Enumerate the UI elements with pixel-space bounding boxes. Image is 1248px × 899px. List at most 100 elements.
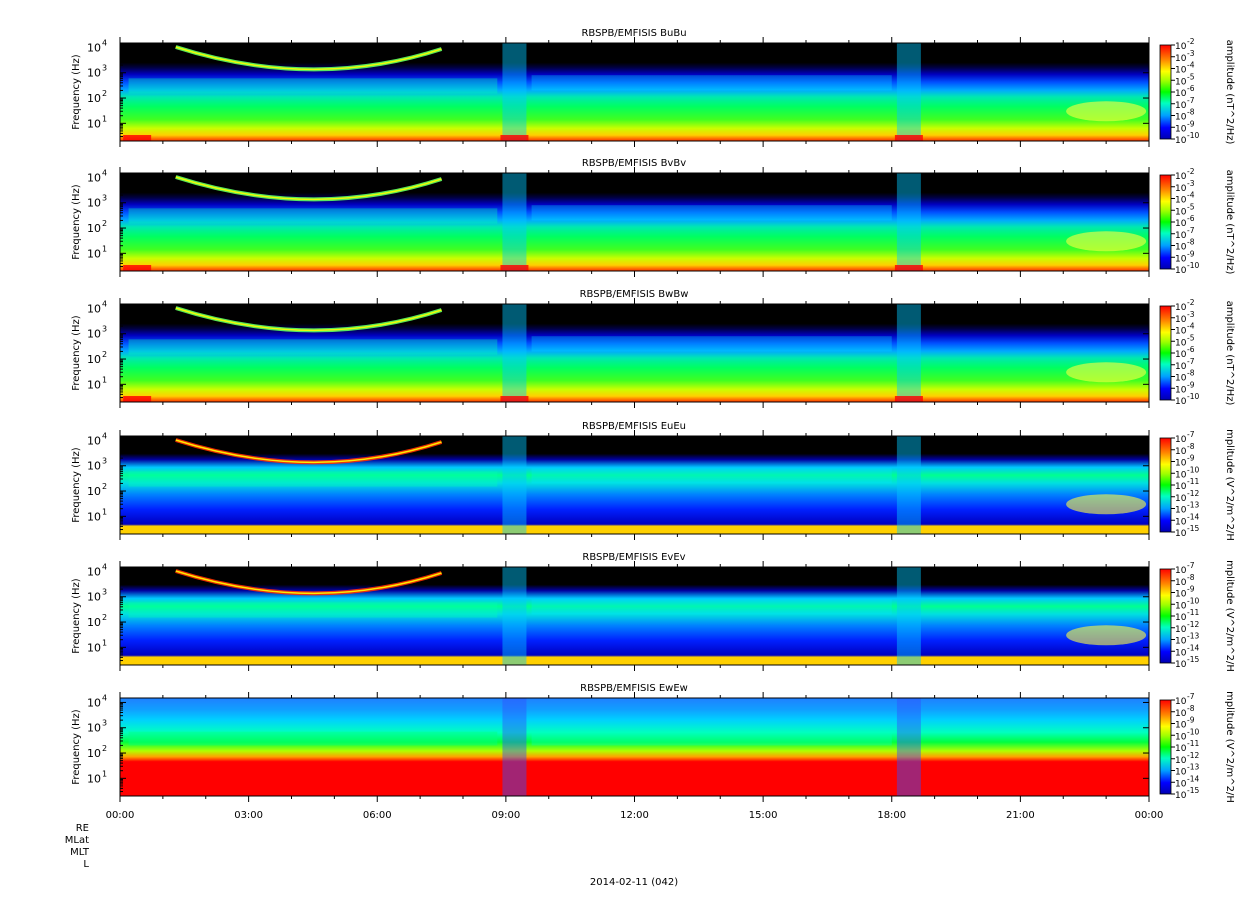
colorbar-tick-label: 10 xyxy=(1175,266,1187,276)
colorbar-label: mplitude (V^2/m^2/H xyxy=(1224,560,1235,672)
y-tick-exponent: 2 xyxy=(102,89,107,98)
colorbar-tick-exponent: -2 xyxy=(1187,167,1195,176)
colorbar-tick-exponent: -9 xyxy=(1187,585,1195,594)
colorbar-tick-label: 10 xyxy=(1175,470,1187,480)
colorbar-tick-label: 10 xyxy=(1175,435,1187,445)
y-axis-label: Frequency (Hz) xyxy=(71,184,82,260)
colorbar-tick-exponent: -10 xyxy=(1187,727,1199,736)
date-label: 2014-02-11 (042) xyxy=(590,877,678,888)
spectrogram-features xyxy=(123,304,1147,402)
colorbar-tick-label: 10 xyxy=(1175,207,1187,217)
colorbar-label: amplitude (nT^2/Hz) xyxy=(1224,301,1235,406)
colorbar-tick-exponent: -3 xyxy=(1187,310,1195,319)
spectrogram-image xyxy=(120,173,1149,271)
colorbar-tick-exponent: -7 xyxy=(1187,430,1195,439)
colorbar-tick-exponent: -13 xyxy=(1187,632,1199,641)
colorbar-tick-exponent: -15 xyxy=(1187,786,1199,795)
colorbar-tick-exponent: -6 xyxy=(1187,214,1195,223)
colorbar-tick-label: 10 xyxy=(1175,54,1187,64)
colorbar-tick-exponent: -4 xyxy=(1187,61,1195,70)
colorbar-tick-exponent: -5 xyxy=(1187,202,1195,211)
y-tick-exponent: 1 xyxy=(102,375,107,384)
colorbar-tick-label: 10 xyxy=(1175,42,1187,52)
colorbar-tick-exponent: -15 xyxy=(1187,655,1199,664)
colorbar-tick-exponent: -8 xyxy=(1187,442,1195,451)
y-tick-label: 10 xyxy=(87,434,101,447)
y-tick-exponent: 2 xyxy=(102,219,107,228)
spectrogram-image xyxy=(120,567,1149,665)
colorbar-tick-label: 10 xyxy=(1175,601,1187,611)
y-tick-label: 10 xyxy=(87,772,101,785)
colorbar-tick-label: 10 xyxy=(1175,374,1187,384)
colorbar-tick-exponent: -7 xyxy=(1187,561,1195,570)
colorbar-tick-label: 10 xyxy=(1175,756,1187,766)
colorbar-tick-label: 10 xyxy=(1175,362,1187,372)
colorbar-tick-exponent: -4 xyxy=(1187,191,1195,200)
colorbar-tick-label: 10 xyxy=(1175,721,1187,731)
y-axis-label: Frequency (Hz) xyxy=(71,54,82,130)
y-tick-label: 10 xyxy=(87,41,101,54)
y-tick-label: 10 xyxy=(87,247,101,260)
colorbar-tick-exponent: -9 xyxy=(1187,119,1195,128)
colorbar-tick-label: 10 xyxy=(1175,791,1187,801)
panel-title: RBSPB/EMFISIS BwBw xyxy=(580,289,689,300)
colorbar-tick-exponent: -12 xyxy=(1187,751,1199,760)
colorbar-tick-label: 10 xyxy=(1175,196,1187,206)
spectrogram-features xyxy=(128,698,921,796)
ephemeris-label: MLT xyxy=(70,847,90,858)
x-tick-label: 00:00 xyxy=(106,810,135,821)
colorbar-tick-label: 10 xyxy=(1175,172,1187,182)
x-tick-label: 15:00 xyxy=(749,810,778,821)
colorbar-tick-exponent: -10 xyxy=(1187,261,1199,270)
colorbar-tick-exponent: -10 xyxy=(1187,465,1199,474)
y-tick-exponent: 3 xyxy=(102,588,107,597)
y-tick-exponent: 2 xyxy=(102,482,107,491)
x-tick-label: 09:00 xyxy=(491,810,520,821)
y-tick-exponent: 4 xyxy=(102,299,107,308)
colorbar-tick-exponent: -7 xyxy=(1187,96,1195,105)
y-tick-label: 10 xyxy=(87,197,101,210)
colorbar-tick-label: 10 xyxy=(1175,590,1187,600)
y-tick-exponent: 3 xyxy=(102,457,107,466)
colorbar-tick-exponent: -8 xyxy=(1187,108,1195,117)
y-axis-label: Frequency (Hz) xyxy=(71,447,82,523)
colorbar-label: mplitude (V^2/m^2/H xyxy=(1224,691,1235,803)
colorbar-tick-label: 10 xyxy=(1175,327,1187,337)
colorbar-tick-exponent: -3 xyxy=(1187,49,1195,58)
colorbar-tick-exponent: -9 xyxy=(1187,716,1195,725)
colorbar-tick-label: 10 xyxy=(1175,517,1187,527)
x-tick-label: 18:00 xyxy=(877,810,906,821)
colorbar-tick-exponent: -10 xyxy=(1187,392,1199,401)
colorbar-label: amplitude (nT^2/Hz) xyxy=(1224,170,1235,275)
spectrogram-image xyxy=(120,436,1149,534)
colorbar-tick-label: 10 xyxy=(1175,732,1187,742)
spectrogram-image xyxy=(120,698,1149,796)
colorbar-tick-label: 10 xyxy=(1175,397,1187,407)
ephemeris-label: L xyxy=(83,859,89,870)
y-tick-label: 10 xyxy=(87,696,101,709)
colorbar-tick-exponent: -10 xyxy=(1187,131,1199,140)
y-tick-exponent: 2 xyxy=(102,613,107,622)
colorbar-tick-label: 10 xyxy=(1175,578,1187,588)
y-tick-label: 10 xyxy=(87,378,101,391)
y-tick-label: 10 xyxy=(87,67,101,80)
colorbar-tick-label: 10 xyxy=(1175,768,1187,778)
colorbar-tick-exponent: -2 xyxy=(1187,37,1195,46)
colorbar-tick-label: 10 xyxy=(1175,338,1187,348)
time-axis: 00:00 03:00 06:00 09:00 12:00 15:00 18:00 21:00… xyxy=(106,810,1164,821)
colorbar-tick-label: 10 xyxy=(1175,447,1187,457)
colorbar-tick-exponent: -11 xyxy=(1187,477,1199,486)
colorbar-tick-label: 10 xyxy=(1175,709,1187,719)
y-tick-exponent: 3 xyxy=(102,719,107,728)
y-axis-label: Frequency (Hz) xyxy=(71,709,82,785)
colorbar-tick-label: 10 xyxy=(1175,113,1187,123)
y-tick-label: 10 xyxy=(87,117,101,130)
spectrogram-image xyxy=(120,304,1149,402)
x-tick-label: 06:00 xyxy=(363,810,392,821)
y-tick-exponent: 1 xyxy=(102,114,107,123)
